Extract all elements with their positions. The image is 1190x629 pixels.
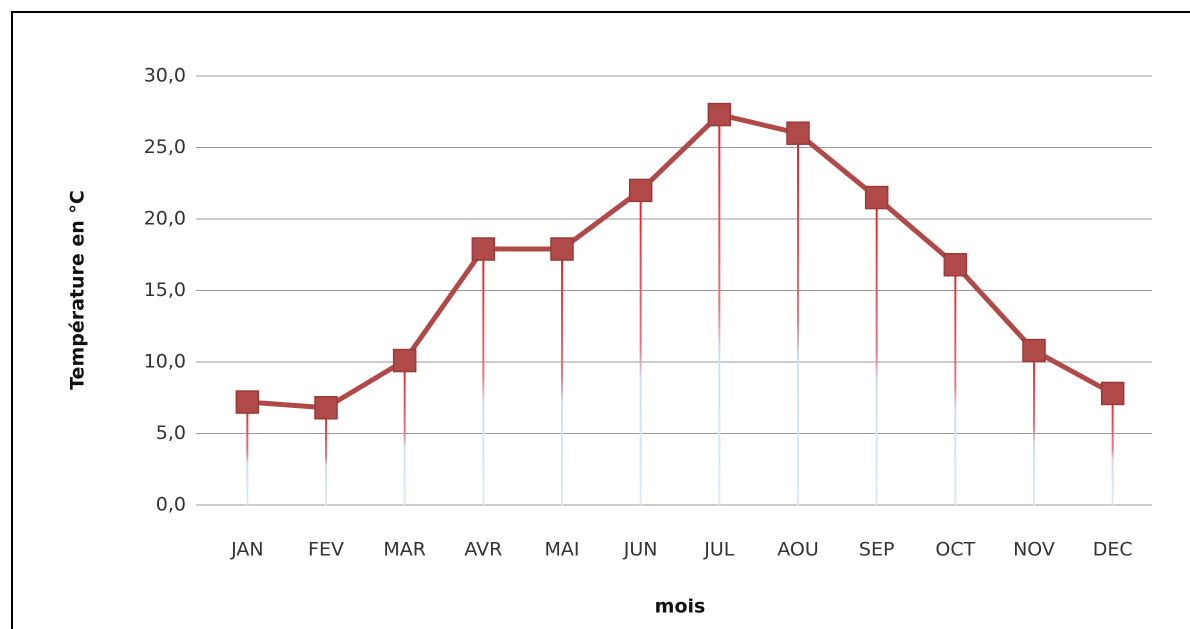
drop-line	[954, 264, 957, 505]
y-tick-label: 20,0	[144, 208, 186, 230]
frame	[11, 11, 1190, 629]
x-tick-label: OCT	[935, 539, 975, 561]
marker	[235, 390, 260, 414]
marker	[1022, 338, 1046, 363]
marker	[471, 237, 496, 261]
y-axis-label: Température en °C	[67, 190, 89, 390]
x-tick-label: SEP	[859, 539, 895, 561]
drop-line	[325, 407, 327, 505]
drop-line	[718, 114, 721, 506]
marker	[550, 237, 574, 261]
x-tick-label: DEC	[1093, 539, 1133, 561]
y-tick-label: 10,0	[144, 351, 186, 373]
y-tick-label: 5,0	[156, 422, 186, 444]
x-tick-label: JAN	[230, 539, 263, 561]
marker	[314, 396, 338, 420]
marker	[628, 178, 653, 203]
marker	[786, 121, 810, 145]
line	[247, 112, 1114, 411]
y-tick-label: 15,0	[144, 279, 186, 301]
y-tick-label: 30,0	[144, 65, 186, 87]
marker	[943, 253, 968, 277]
marker	[392, 348, 417, 373]
x-tick-label: MAR	[383, 539, 426, 561]
drop-line	[639, 190, 642, 505]
marker	[707, 102, 732, 127]
x-tick-label: NOV	[1013, 539, 1055, 561]
drop-line	[875, 197, 878, 506]
drop-line	[797, 133, 799, 505]
marker	[864, 185, 889, 210]
x-tick-label: AOU	[777, 539, 819, 561]
x-tick-label: JUL	[703, 539, 735, 561]
x-tick-label: FEV	[308, 539, 344, 561]
x-tick-label: AVR	[464, 539, 502, 561]
drop-line	[246, 402, 249, 505]
drop-line	[482, 249, 485, 505]
y-tick-label: 25,0	[144, 136, 186, 158]
drop-line	[1033, 350, 1035, 505]
drop-line	[561, 249, 563, 505]
drop-line	[403, 360, 406, 505]
y-tick-label: 0,0	[156, 494, 186, 516]
x-tick-label: JUN	[623, 539, 658, 561]
marker	[1100, 381, 1125, 406]
drop-line	[1111, 393, 1114, 505]
x-axis-label: mois	[655, 596, 706, 618]
x-tick-label: MAI	[545, 539, 580, 561]
